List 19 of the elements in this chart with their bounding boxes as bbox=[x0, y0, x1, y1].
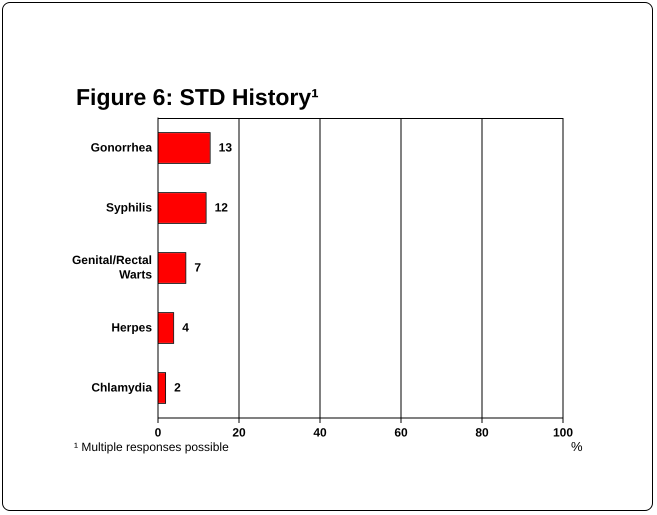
text: ¹ Multiple responses possible bbox=[74, 440, 229, 454]
x-tick-label: 40 bbox=[313, 426, 327, 440]
x-axis-title: % bbox=[571, 439, 583, 454]
y-tick-label: Genital/Rectal Warts bbox=[72, 253, 152, 282]
data-label: 13 bbox=[218, 140, 232, 154]
y-tick-label: Gonorrhea bbox=[90, 140, 152, 154]
data-label: 12 bbox=[214, 200, 228, 214]
chart-title: Figure 6: STD History¹ bbox=[76, 84, 319, 111]
x-tick-label: 60 bbox=[394, 426, 408, 440]
y-tick-label: Syphilis bbox=[106, 200, 152, 214]
x-tick-label: 0 bbox=[154, 426, 162, 440]
data-label: 4 bbox=[182, 320, 190, 334]
data-label: 7 bbox=[194, 260, 202, 274]
x-tick-label: 20 bbox=[232, 426, 246, 440]
x-tick-label: 80 bbox=[475, 426, 489, 440]
x-tick-label: 100 bbox=[552, 426, 574, 440]
y-tick-label: Herpes bbox=[111, 320, 152, 334]
y-tick-label: Chlamydia bbox=[91, 380, 152, 394]
data-label: 2 bbox=[174, 380, 182, 394]
